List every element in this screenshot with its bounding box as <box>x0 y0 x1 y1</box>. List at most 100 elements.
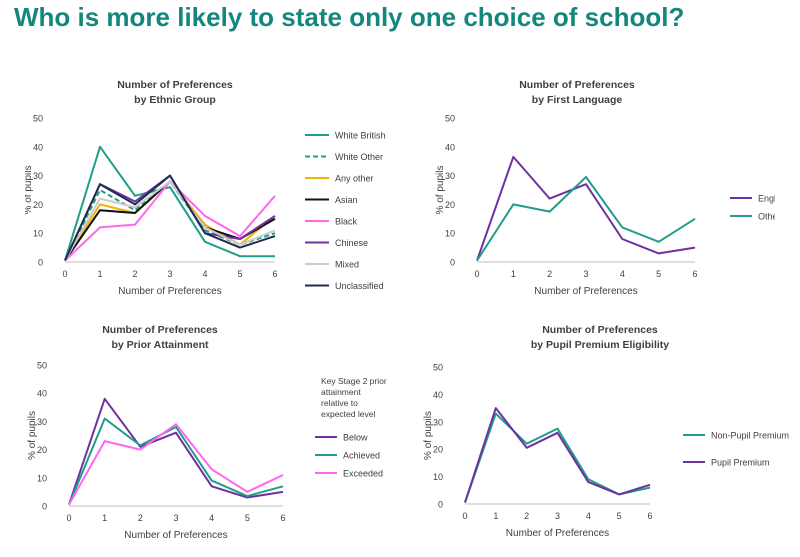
legend-title: expected level <box>321 409 375 419</box>
x-tick-label: 4 <box>209 513 214 523</box>
y-tick-label: 0 <box>42 502 47 512</box>
y-tick-label: 20 <box>445 200 455 210</box>
legend-label: Chinese <box>335 238 368 248</box>
x-tick-label: 1 <box>493 511 498 521</box>
chart-prior-attainment: Number of Preferences by Prior Attainment… <box>27 324 387 541</box>
chart-title: by Pupil Premium Eligibility <box>531 339 669 351</box>
x-tick-label: 6 <box>692 269 697 279</box>
chart-pupil-premium: Number of Preferences by Pupil Premium El… <box>423 324 789 539</box>
y-tick-label: 30 <box>33 171 43 181</box>
y-tick-label: 20 <box>33 200 43 210</box>
series-line-white-british <box>64 145 275 261</box>
chart-title: Number of Preferences <box>542 324 658 336</box>
x-tick-label: 2 <box>132 269 137 279</box>
x-tick-label: 0 <box>474 269 479 279</box>
y-tick-label: 50 <box>445 114 455 124</box>
x-tick-label: 4 <box>202 269 207 279</box>
x-tick-label: 1 <box>102 513 107 523</box>
y-axis-label: % of pupils <box>25 166 34 215</box>
x-tick-label: 6 <box>272 269 277 279</box>
x-tick-label: 4 <box>620 269 625 279</box>
x-tick-label: 2 <box>547 269 552 279</box>
x-tick-label: 4 <box>586 511 591 521</box>
y-tick-label: 40 <box>445 142 455 152</box>
x-axis-label: Number of Preferences <box>124 530 227 541</box>
legend-label: White Other <box>335 152 383 162</box>
x-tick-label: 1 <box>511 269 516 279</box>
y-tick-label: 30 <box>445 171 455 181</box>
legend-label: Exceeded <box>343 469 383 479</box>
series-line-english <box>476 155 696 261</box>
x-tick-label: 6 <box>280 513 285 523</box>
page-title: Who is more likely to state only one cho… <box>14 2 685 32</box>
series-line-mixed <box>64 180 276 262</box>
y-tick-label: 10 <box>445 229 455 239</box>
chart-first-language: Number of Preferences by First Language 0 1… <box>435 79 775 297</box>
x-tick-label: 0 <box>66 513 71 523</box>
x-tick-label: 5 <box>237 269 242 279</box>
y-tick-label: 0 <box>450 258 455 268</box>
y-tick-label: 10 <box>33 229 43 239</box>
y-tick-label: 30 <box>433 417 443 427</box>
legend-label: Mixed <box>335 260 359 270</box>
series-line-pupil-premium <box>464 407 651 503</box>
chart-title: Number of Preferences <box>117 79 233 91</box>
y-tick-label: 30 <box>37 417 47 427</box>
legend-label: Asian <box>335 195 358 205</box>
x-tick-label: 5 <box>617 511 622 521</box>
x-tick-label: 3 <box>167 269 172 279</box>
x-tick-label: 5 <box>656 269 661 279</box>
legend-label: Below <box>343 433 368 443</box>
legend-label: Any other <box>335 174 374 184</box>
series-line-achieved <box>68 417 284 505</box>
chart-title: by First Language <box>532 94 623 106</box>
series-line-below <box>68 397 284 505</box>
y-tick-label: 50 <box>33 114 43 124</box>
x-tick-label: 3 <box>173 513 178 523</box>
x-tick-label: 2 <box>138 513 143 523</box>
legend-title: attainment <box>321 387 361 397</box>
y-tick-label: 10 <box>433 472 443 482</box>
legend-label: Non-Pupil Premium <box>711 431 789 441</box>
y-axis-label: % of pupils <box>27 411 38 460</box>
series-line-exceeded <box>68 423 284 506</box>
chart-title: by Prior Attainment <box>111 339 209 351</box>
legend-label: Other <box>758 212 775 222</box>
x-tick-label: 1 <box>97 269 102 279</box>
legend-label: Unclassified <box>335 281 384 291</box>
legend-label: White British <box>335 131 386 141</box>
series-line-non-pupil-premium <box>464 412 651 503</box>
x-tick-label: 0 <box>62 269 67 279</box>
legend-label: Pupil Premium <box>711 458 770 468</box>
x-tick-label: 2 <box>524 511 529 521</box>
x-tick-label: 5 <box>245 513 250 523</box>
y-axis-label: % of pupils <box>423 411 434 460</box>
x-axis-label: Number of Preferences <box>506 528 609 539</box>
y-tick-label: 40 <box>33 142 43 152</box>
y-tick-label: 40 <box>433 390 443 400</box>
x-tick-label: 3 <box>583 269 588 279</box>
y-tick-label: 50 <box>37 361 47 371</box>
legend-title: Key Stage 2 prior <box>321 376 387 386</box>
chart-title: Number of Preferences <box>519 79 635 91</box>
x-tick-label: 6 <box>647 511 652 521</box>
y-tick-label: 0 <box>438 500 443 510</box>
y-tick-label: 40 <box>37 389 47 399</box>
y-axis-label: % of pupils <box>435 166 446 215</box>
series-line-other <box>476 176 696 262</box>
y-tick-label: 20 <box>37 445 47 455</box>
x-tick-label: 3 <box>555 511 560 521</box>
y-tick-label: 10 <box>37 473 47 483</box>
chart-title: by Ethnic Group <box>134 94 216 106</box>
chart-title: Number of Preferences <box>102 324 218 336</box>
legend-label: Black <box>335 217 358 227</box>
x-axis-label: Number of Preferences <box>118 286 221 297</box>
x-axis-label: Number of Preferences <box>534 286 637 297</box>
legend-label: English <box>758 194 775 204</box>
y-tick-label: 20 <box>433 445 443 455</box>
series-line-unclassified <box>64 174 276 262</box>
x-tick-label: 0 <box>462 511 467 521</box>
y-tick-label: 50 <box>433 363 443 373</box>
y-tick-label: 0 <box>38 258 43 268</box>
